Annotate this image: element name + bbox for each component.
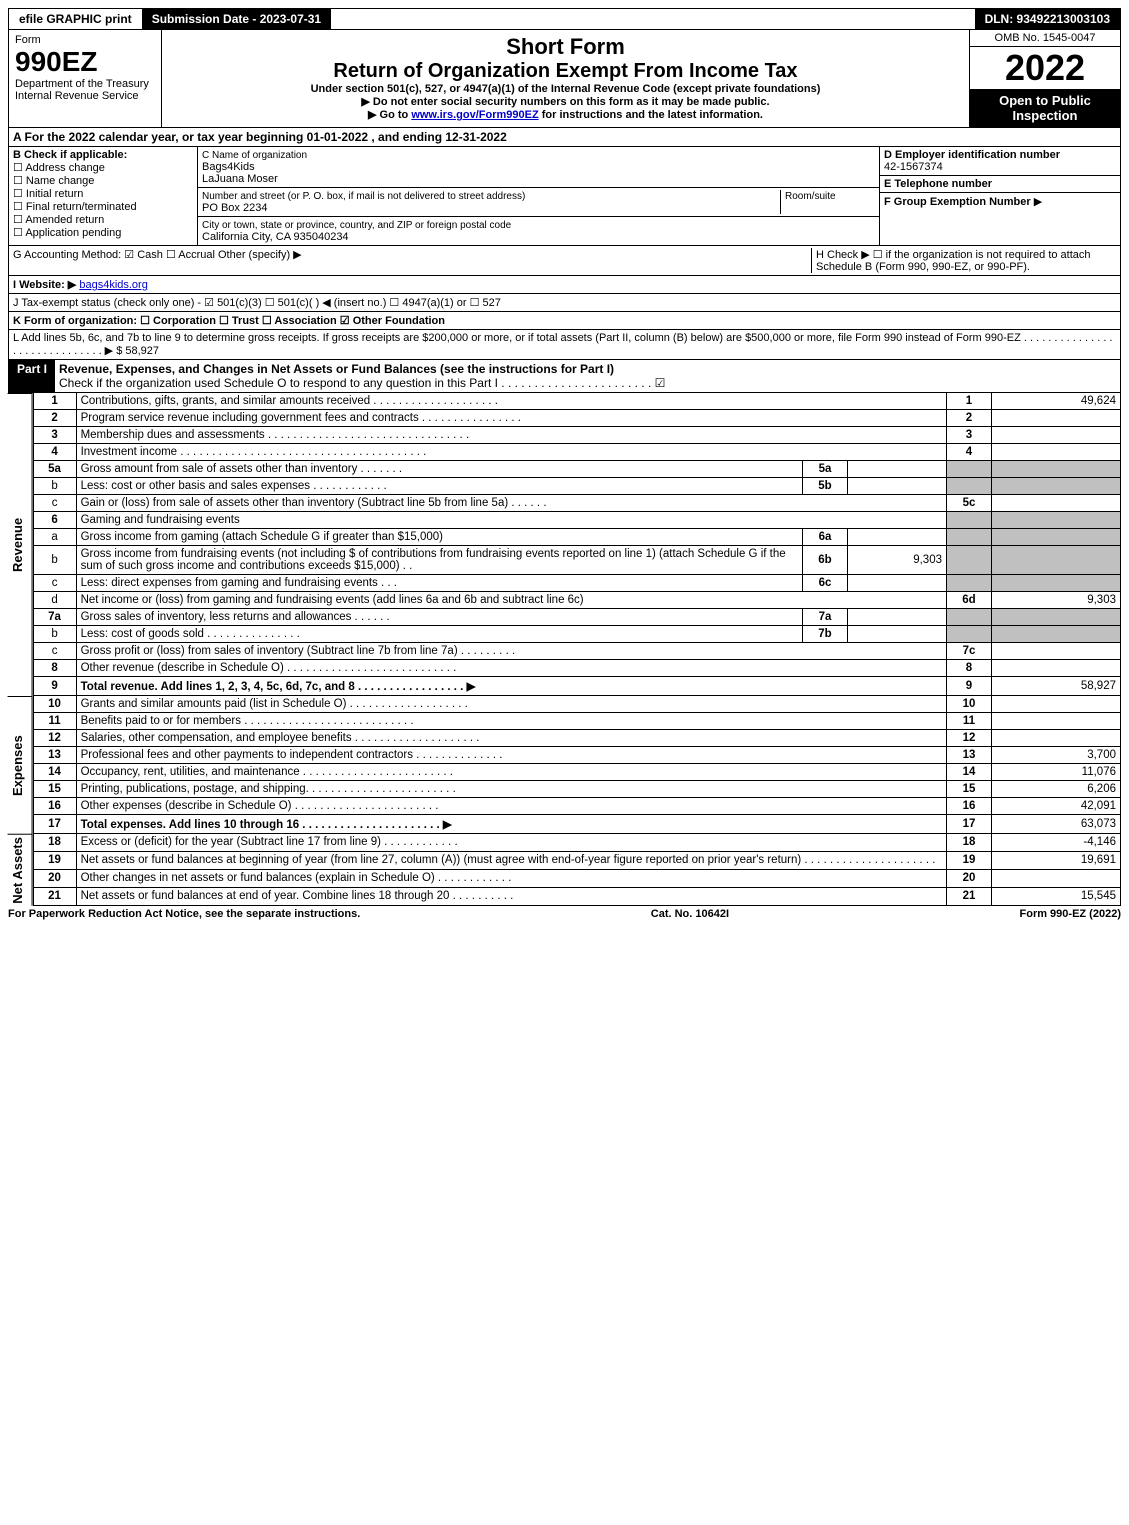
line-g: G Accounting Method: ☑ Cash ☐ Accrual Ot… xyxy=(13,248,811,273)
table-row: 1Contributions, gifts, grants, and simil… xyxy=(33,393,1120,410)
label-ein: D Employer identification number xyxy=(884,149,1060,161)
expenses-table: 10Grants and similar amounts paid (list … xyxy=(33,696,1121,834)
vert-netassets: Net Assets xyxy=(8,834,33,906)
label-group-exemption: F Group Exemption Number xyxy=(884,196,1031,208)
irs-link[interactable]: www.irs.gov/Form990EZ xyxy=(411,109,538,121)
form-word: Form xyxy=(15,34,155,46)
line-j: J Tax-exempt status (check only one) - ☑… xyxy=(8,294,1121,312)
label-org-name: C Name of organization xyxy=(202,150,307,161)
form-subtitle: Under section 501(c), 527, or 4947(a)(1)… xyxy=(166,83,965,95)
table-row: 7aGross sales of inventory, less returns… xyxy=(33,609,1120,626)
chk-application-pending[interactable]: Application pending xyxy=(13,226,193,239)
form-title-short: Short Form xyxy=(166,34,965,60)
form-number: 990EZ xyxy=(15,46,155,78)
line-h: H Check ▶ ☐ if the organization is not r… xyxy=(811,248,1116,273)
table-row: 17Total expenses. Add lines 10 through 1… xyxy=(33,815,1120,834)
dept-label: Department of the Treasury Internal Reve… xyxy=(15,78,155,102)
table-row: 2Program service revenue including gover… xyxy=(33,410,1120,427)
page-footer: For Paperwork Reduction Act Notice, see … xyxy=(8,906,1121,920)
line-l: L Add lines 5b, 6c, and 7b to line 9 to … xyxy=(8,330,1121,360)
table-row: 13Professional fees and other payments t… xyxy=(33,747,1120,764)
form-note-ssn: Do not enter social security numbers on … xyxy=(166,95,965,108)
form-header: Form 990EZ Department of the Treasury In… xyxy=(8,30,1121,128)
netassets-block: Net Assets 18Excess or (deficit) for the… xyxy=(8,834,1121,906)
part1-title: Revenue, Expenses, and Changes in Net As… xyxy=(59,362,614,376)
chk-address-change[interactable]: Address change xyxy=(13,161,193,174)
table-row: cGain or (loss) from sale of assets othe… xyxy=(33,495,1120,512)
table-row: 4Investment income . . . . . . . . . . .… xyxy=(33,444,1120,461)
footer-right: Form 990-EZ (2022) xyxy=(1020,908,1121,920)
table-row: aGross income from gaming (attach Schedu… xyxy=(33,529,1120,546)
tax-year: 2022 xyxy=(970,47,1120,89)
chk-final-return[interactable]: Final return/terminated xyxy=(13,200,193,213)
city-state-zip: California City, CA 935040234 xyxy=(202,231,349,243)
vert-revenue: Revenue xyxy=(8,393,33,696)
table-row: 16Other expenses (describe in Schedule O… xyxy=(33,798,1120,815)
table-row: dNet income or (loss) from gaming and fu… xyxy=(33,592,1120,609)
section-c: C Name of organization Bags4Kids LaJuana… xyxy=(198,147,879,245)
table-row: bLess: cost of goods sold . . . . . . . … xyxy=(33,626,1120,643)
footer-mid: Cat. No. 10642I xyxy=(651,908,729,920)
revenue-table: 1Contributions, gifts, grants, and simil… xyxy=(33,393,1121,696)
netassets-table: 18Excess or (deficit) for the year (Subt… xyxy=(33,834,1121,906)
table-row: 15Printing, publications, postage, and s… xyxy=(33,781,1120,798)
section-a: A For the 2022 calendar year, or tax yea… xyxy=(8,128,1121,147)
label-city: City or town, state or province, country… xyxy=(202,220,511,231)
revenue-block: Revenue 1Contributions, gifts, grants, a… xyxy=(8,393,1121,696)
top-bar: efile GRAPHIC print Submission Date - 20… xyxy=(8,8,1121,30)
omb-number: OMB No. 1545-0047 xyxy=(970,30,1120,47)
table-row: 10Grants and similar amounts paid (list … xyxy=(33,696,1120,713)
footer-left: For Paperwork Reduction Act Notice, see … xyxy=(8,908,360,920)
website-link[interactable]: bags4kids.org xyxy=(79,279,148,291)
street-address: PO Box 2234 xyxy=(202,202,267,214)
org-name: Bags4Kids xyxy=(202,161,255,173)
submission-date-label: Submission Date - 2023-07-31 xyxy=(142,9,332,29)
section-b: B Check if applicable: Address change Na… xyxy=(9,147,198,245)
dln-label: DLN: 93492213003103 xyxy=(975,9,1120,29)
part1-label: Part I xyxy=(9,360,55,392)
table-row: cGross profit or (loss) from sales of in… xyxy=(33,643,1120,660)
table-row: bGross income from fundraising events (n… xyxy=(33,546,1120,575)
label-phone: E Telephone number xyxy=(884,178,992,190)
label-street: Number and street (or P. O. box, if mail… xyxy=(202,191,525,202)
section-bcdef: B Check if applicable: Address change Na… xyxy=(8,147,1121,246)
chk-initial-return[interactable]: Initial return xyxy=(13,187,193,200)
label-room: Room/suite xyxy=(785,191,836,202)
line-i: I Website: ▶ bags4kids.org xyxy=(8,276,1121,294)
expenses-block: Expenses 10Grants and similar amounts pa… xyxy=(8,696,1121,834)
efile-print-button[interactable]: efile GRAPHIC print xyxy=(9,9,142,29)
part1-check: Check if the organization used Schedule … xyxy=(59,376,665,390)
person-name: LaJuana Moser xyxy=(202,173,278,185)
ein-value: 42-1567374 xyxy=(884,161,943,173)
table-row: 3Membership dues and assessments . . . .… xyxy=(33,427,1120,444)
open-public-badge: Open to Public Inspection xyxy=(970,89,1120,127)
table-row: 11Benefits paid to or for members . . . … xyxy=(33,713,1120,730)
section-def: D Employer identification number 42-1567… xyxy=(879,147,1120,245)
table-row: 8Other revenue (describe in Schedule O) … xyxy=(33,660,1120,677)
chk-amended-return[interactable]: Amended return xyxy=(13,213,193,226)
table-row: 6Gaming and fundraising events xyxy=(33,512,1120,529)
table-row: 14Occupancy, rent, utilities, and mainte… xyxy=(33,764,1120,781)
section-b-title: B Check if applicable: xyxy=(13,149,193,161)
line-k: K Form of organization: ☐ Corporation ☐ … xyxy=(8,312,1121,330)
table-row: bLess: cost or other basis and sales exp… xyxy=(33,478,1120,495)
chk-name-change[interactable]: Name change xyxy=(13,174,193,187)
form-note-link: Go to www.irs.gov/Form990EZ for instruct… xyxy=(166,108,965,121)
group-exemption-arrow: ▶ xyxy=(1034,196,1042,208)
table-row: 12Salaries, other compensation, and empl… xyxy=(33,730,1120,747)
table-row: 19Net assets or fund balances at beginni… xyxy=(33,851,1120,869)
row-gh: G Accounting Method: ☑ Cash ☐ Accrual Ot… xyxy=(8,246,1121,276)
part1-header-row: Part I Revenue, Expenses, and Changes in… xyxy=(8,360,1121,393)
table-row: 9Total revenue. Add lines 1, 2, 3, 4, 5c… xyxy=(33,677,1120,696)
form-title-main: Return of Organization Exempt From Incom… xyxy=(166,60,965,83)
table-row: 5aGross amount from sale of assets other… xyxy=(33,461,1120,478)
table-row: 18Excess or (deficit) for the year (Subt… xyxy=(33,834,1120,851)
table-row: cLess: direct expenses from gaming and f… xyxy=(33,575,1120,592)
table-row: 20Other changes in net assets or fund ba… xyxy=(33,869,1120,887)
vert-expenses: Expenses xyxy=(8,696,33,834)
table-row: 21Net assets or fund balances at end of … xyxy=(33,887,1120,905)
